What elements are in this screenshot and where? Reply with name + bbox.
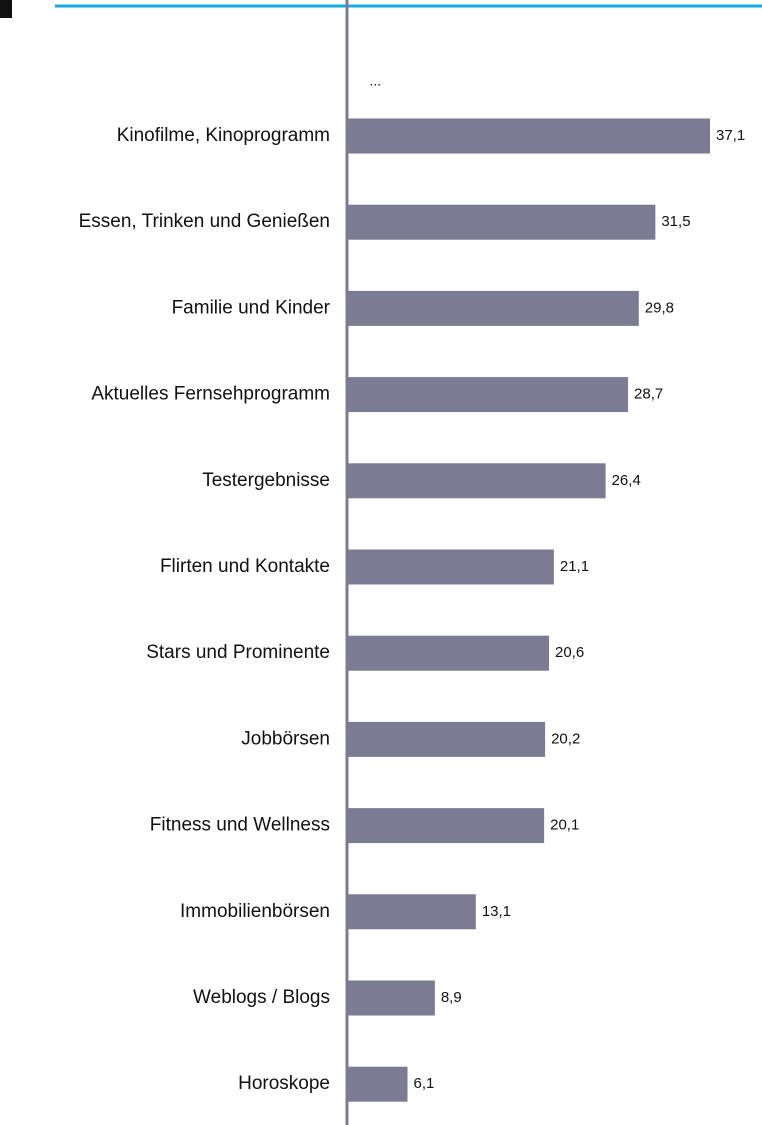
- value-label: 20,1: [550, 817, 579, 834]
- bar: [348, 1066, 408, 1102]
- value-label: 6,1: [414, 1075, 435, 1092]
- category-label: Familie und Kinder: [172, 297, 331, 318]
- category-label: Weblogs / Blogs: [193, 987, 330, 1008]
- value-label: 21,1: [560, 558, 589, 575]
- bar: [348, 118, 710, 154]
- value-label: 37,1: [716, 127, 745, 144]
- bar: [348, 549, 554, 585]
- bar: [348, 721, 546, 757]
- category-label: Testergebnisse: [202, 470, 330, 491]
- category-label: Flirten und Kontakte: [160, 556, 330, 577]
- bar: [348, 808, 545, 844]
- corner-block: [0, 0, 12, 18]
- annotation: ...: [370, 73, 382, 89]
- value-label: 26,4: [612, 472, 641, 489]
- value-label: 28,7: [634, 386, 663, 403]
- category-label: Fitness und Wellness: [150, 815, 330, 836]
- category-label: Kinofilme, Kinoprogramm: [117, 125, 330, 146]
- value-label: 31,5: [661, 213, 690, 230]
- category-label: Stars und Prominente: [146, 642, 330, 663]
- bar: [348, 980, 435, 1016]
- value-label: 20,6: [555, 644, 584, 661]
- bar: [348, 290, 639, 326]
- bar: [348, 463, 606, 499]
- bar: [348, 894, 476, 930]
- value-label: 29,8: [645, 299, 674, 316]
- value-label: 20,2: [551, 730, 580, 747]
- bar: [348, 204, 656, 240]
- category-label: Immobilienbörsen: [180, 901, 330, 922]
- value-label: 13,1: [482, 903, 511, 920]
- category-label: Aktuelles Fernsehprogramm: [91, 384, 330, 405]
- bar: [348, 635, 550, 671]
- category-label: Jobbörsen: [241, 728, 330, 749]
- category-label: Essen, Trinken und Genießen: [79, 211, 330, 232]
- value-label: 8,9: [441, 989, 462, 1006]
- bar: [348, 377, 629, 413]
- category-label: Horoskope: [238, 1073, 330, 1094]
